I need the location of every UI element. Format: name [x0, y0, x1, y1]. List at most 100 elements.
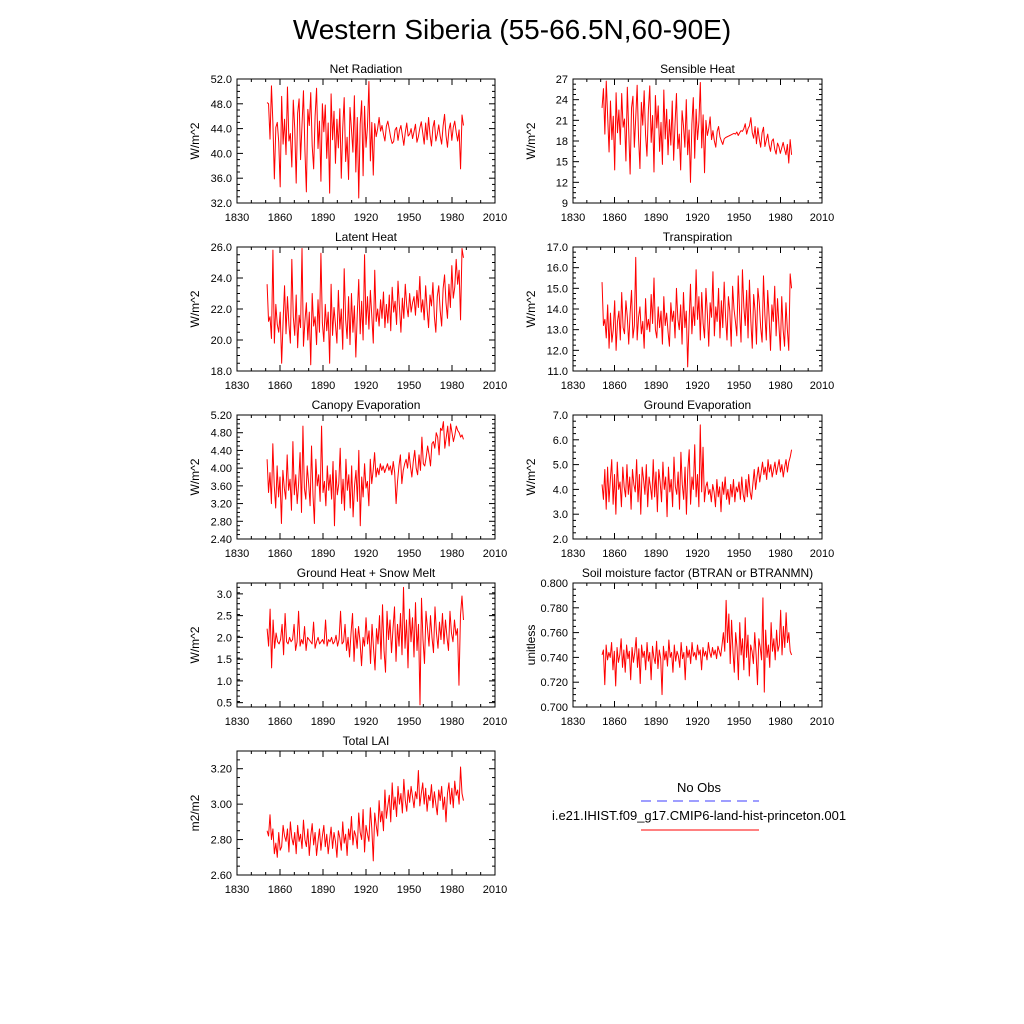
series-line — [601, 256, 793, 368]
panel-title: Soil moisture factor (BTRAN or BTRANMN) — [582, 566, 813, 580]
y-tick-label: 2.0 — [553, 534, 568, 546]
y-tick-label: 20.0 — [211, 335, 232, 347]
x-tick-label: 1920 — [685, 380, 709, 392]
x-tick-label: 1950 — [397, 884, 421, 896]
y-tick-label: 12 — [556, 177, 568, 189]
x-tick-label: 1920 — [354, 212, 378, 224]
x-tick-label: 1860 — [602, 212, 626, 224]
x-tick-label: 1890 — [311, 884, 335, 896]
x-tick-label: 1830 — [225, 716, 249, 728]
panel-title: Net Radiation — [330, 62, 403, 76]
y-axis-label: W/m^2 — [188, 458, 202, 495]
y-tick-label: 27 — [556, 74, 568, 86]
panel-net-radiation: Net Radiation W/m^2 1830 1860 1890 1920 1950 19… — [188, 62, 507, 224]
x-tick-label: 1980 — [768, 716, 792, 728]
x-tick-label: 1890 — [311, 548, 335, 560]
page-title: Western Siberia (55-66.5N,60-90E) — [292, 14, 732, 45]
y-tick-label: 4.0 — [553, 484, 568, 496]
y-axis-label: W/m^2 — [524, 122, 538, 159]
y-tick-label: 24.0 — [211, 273, 232, 285]
series-line — [601, 597, 793, 696]
plot-frame — [572, 78, 823, 204]
y-tick-label: 9 — [562, 198, 568, 210]
series-line — [266, 248, 464, 366]
x-tick-label: 1950 — [397, 212, 421, 224]
x-tick-label: 2010 — [483, 212, 507, 224]
y-tick-label: 44.0 — [211, 124, 232, 136]
panels: Net Radiation W/m^2 1830 1860 1890 1920 1950 19… — [188, 62, 834, 896]
y-tick-label: 4.40 — [211, 445, 232, 457]
legend-model-label: i.e21.IHIST.f09_g17.CMIP6-land-hist-prin… — [552, 808, 846, 823]
y-tick-label: 0.720 — [540, 677, 568, 689]
y-tick-label: 18.0 — [211, 366, 232, 378]
y-tick-label: 40.0 — [211, 148, 232, 160]
plot-frame — [236, 750, 496, 876]
y-tick-label: 3.0 — [217, 589, 232, 601]
x-tick-label: 1830 — [225, 380, 249, 392]
x-tick-label: 1950 — [727, 212, 751, 224]
series-line — [266, 766, 464, 862]
x-tick-label: 1890 — [644, 548, 668, 560]
y-tick-label: 14.0 — [547, 304, 568, 316]
x-tick-label: 1980 — [440, 380, 464, 392]
x-tick-label: 1890 — [311, 380, 335, 392]
y-tick-label: 11.0 — [547, 366, 568, 378]
y-tick-label: 22.0 — [211, 304, 232, 316]
x-tick-label: 1830 — [225, 548, 249, 560]
y-tick-label: 12.0 — [547, 345, 568, 357]
panel-transpiration: Transpiration W/m^2 1830 1860 1890 1920 1950 19… — [524, 230, 834, 392]
y-axis-label: unitless — [524, 625, 538, 666]
x-tick-label: 1860 — [602, 548, 626, 560]
x-tick-label: 1920 — [354, 884, 378, 896]
y-tick-label: 5.20 — [211, 410, 232, 422]
series-line — [266, 586, 464, 706]
x-tick-label: 1860 — [268, 716, 292, 728]
x-tick-label: 1890 — [311, 212, 335, 224]
series-line — [266, 421, 464, 527]
x-tick-label: 1980 — [440, 884, 464, 896]
series-line — [266, 80, 464, 199]
x-tick-label: 1980 — [768, 380, 792, 392]
y-axis-label: W/m^2 — [524, 290, 538, 327]
panel-title: Latent Heat — [335, 230, 398, 244]
x-tick-label: 1980 — [440, 212, 464, 224]
y-tick-label: 13.0 — [547, 325, 568, 337]
panel-title: Ground Heat + Snow Melt — [297, 566, 436, 580]
legend-obs-label: No Obs — [677, 780, 722, 795]
x-tick-label: 1890 — [644, 212, 668, 224]
x-tick-label: 1830 — [225, 884, 249, 896]
panel-ground-heat-snow-melt: Ground Heat + Snow Melt W/m^2 1830 1860 1890… — [188, 566, 507, 728]
x-tick-label: 1920 — [354, 716, 378, 728]
x-tick-label: 1980 — [440, 548, 464, 560]
x-tick-label: 1950 — [727, 380, 751, 392]
y-axis-label: W/m^2 — [188, 290, 202, 327]
y-axis-label: W/m^2 — [188, 626, 202, 663]
x-tick-label: 1980 — [440, 716, 464, 728]
y-tick-label: 2.5 — [217, 611, 232, 623]
y-tick-label: 6.0 — [553, 435, 568, 447]
y-tick-label: 3.00 — [211, 799, 232, 811]
x-tick-label: 2010 — [810, 548, 834, 560]
y-tick-label: 1.0 — [217, 676, 232, 688]
panel-sensible-heat: Sensible Heat W/m^2 1830 1860 1890 1920 1950 19… — [524, 62, 834, 224]
panel-ground-evaporation: Ground Evaporation W/m^2 1830 1860 1890 1920 1… — [524, 398, 834, 560]
panel-title: Ground Evaporation — [644, 398, 751, 412]
y-tick-label: 2.60 — [211, 870, 232, 882]
y-tick-label: 24 — [556, 95, 568, 107]
y-tick-label: 15.0 — [547, 283, 568, 295]
y-tick-label: 0.5 — [217, 698, 232, 710]
y-tick-label: 2.0 — [217, 632, 232, 644]
x-tick-label: 2010 — [483, 548, 507, 560]
x-tick-label: 2010 — [810, 716, 834, 728]
y-tick-label: 2.40 — [211, 534, 232, 546]
y-tick-label: 3.60 — [211, 481, 232, 493]
x-tick-label: 2010 — [810, 212, 834, 224]
y-tick-label: 36.0 — [211, 173, 232, 185]
x-tick-label: 2010 — [810, 380, 834, 392]
x-tick-label: 1830 — [561, 212, 585, 224]
x-tick-label: 1980 — [768, 212, 792, 224]
y-tick-label: 7.0 — [553, 410, 568, 422]
x-tick-label: 1920 — [354, 548, 378, 560]
y-tick-label: 18 — [556, 136, 568, 148]
